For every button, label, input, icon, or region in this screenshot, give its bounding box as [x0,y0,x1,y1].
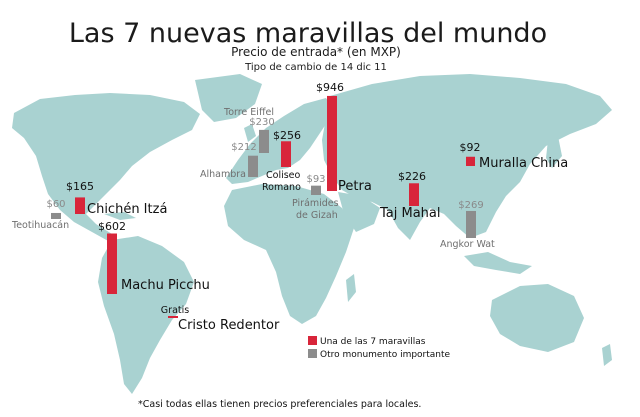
footnote: *Casi todas ellas tienen precios prefere… [138,399,421,410]
bar-taj-mahal [409,183,419,206]
legend-label-other: Otro monumento importante [320,350,451,360]
bar-torre-eiffel [259,129,269,153]
site-label-chichen-itza: Chichén Itzá [87,202,167,217]
greenland-shape [195,74,262,122]
site-label-cristo-redentor: Cristo Redentor [178,318,280,333]
bar-angkor-wat [466,210,476,238]
value-label-coliseo-romano: $256 [273,129,301,142]
site-label-romano: Romano [262,182,301,193]
site-label-torre-eiffel: Torre Eiffel [223,107,274,118]
australia-shape [490,284,584,352]
new-zealand-shape [602,344,612,366]
value-label-angkor-wat: $269 [458,200,483,211]
bar-machu-picchu [107,233,117,294]
site-label-muralla-china: Muralla China [479,156,568,171]
value-label-teotihuacan: $60 [46,199,65,210]
site-label-machu-picchu: Machu Picchu [121,278,210,293]
japan-shape [546,136,562,168]
site-label-coliseo: Coliseo [266,170,301,181]
value-label-cristo-redentor: Gratis [161,305,189,316]
site-label-piramides: Pirámides [292,198,339,209]
value-label-chichen-itza: $165 [66,180,94,193]
site-label-petra: Petra [338,179,372,194]
bar-coliseo-romano [281,141,291,167]
legend: Una de las 7 maravillas Otro monumento i… [308,336,451,360]
site-label-teotihuacan: Teotihuacán [11,220,69,231]
legend-label-wonder: Una de las 7 maravillas [320,337,426,347]
value-label-torre-eiffel: $230 [249,117,274,128]
indonesia-shape [464,252,532,274]
madagascar-shape [346,274,356,302]
site-label-alhambra: Alhambra [200,169,246,180]
bar-petra [327,95,337,191]
site-label-angkor-wat: Angkor Wat [440,239,495,250]
bar-muralla-china [466,156,475,166]
bar-piramides-de-gizah [311,185,321,195]
bar-teotihuacan [51,212,61,219]
value-label-taj-mahal: $226 [398,170,426,183]
value-label-piramides-gizah: $93 [306,174,325,185]
value-label-alhambra: $212 [231,142,256,153]
north-america-shape [12,93,200,244]
south-america-shape [98,236,194,394]
bar-cristo-redentor [168,316,178,318]
caribbean-shape [104,212,136,220]
world-map-land [12,74,612,394]
bar-alhambra [248,155,258,177]
value-label-petra: $946 [316,81,344,94]
value-label-muralla-china: $92 [460,141,481,154]
site-label-de-gizah: de Gizah [296,210,338,221]
africa-shape [224,184,354,324]
legend-swatch-wonder [308,336,317,345]
price-bars [51,95,476,318]
page-title: Las 7 nuevas maravillas del mundo [69,18,547,49]
value-label-machu-picchu: $602 [98,220,126,233]
exchange-rate-note: Tipo de cambio de 14 dic 11 [244,62,387,73]
arabia-shape [338,192,380,232]
site-label-taj-mahal: Taj Mahal [379,206,441,221]
page-subtitle: Precio de entrada* (en MXP) [231,45,401,59]
bar-chichen-itza [75,197,85,214]
legend-swatch-other [308,349,317,358]
britain-shape [244,124,256,142]
